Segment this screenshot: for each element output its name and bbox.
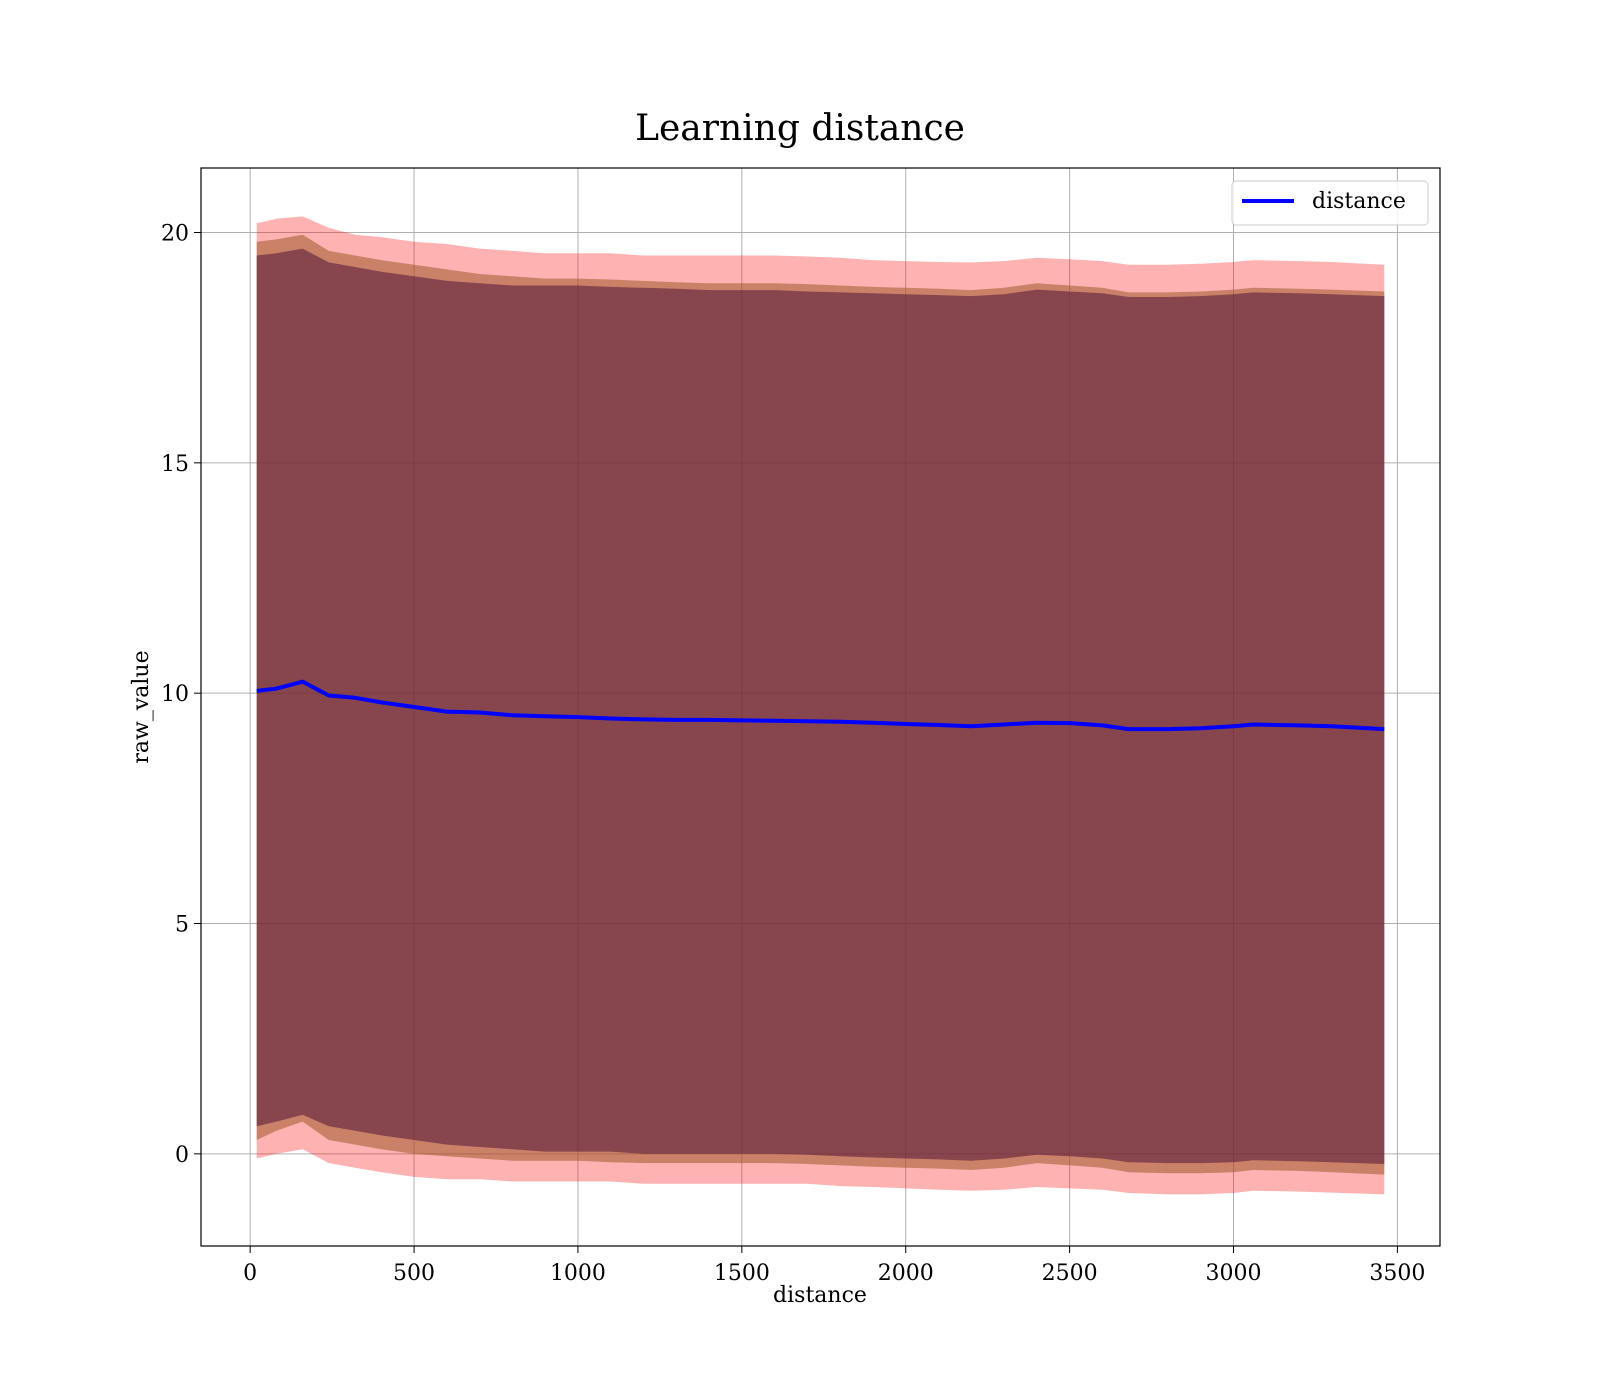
y-axis-ticks: 0 5 10 15 20 [161, 221, 201, 1168]
x-tick-label: 1000 [550, 1261, 606, 1286]
series-lines [256, 679, 1385, 732]
x-tick-label: 2000 [878, 1261, 934, 1286]
plot-frame [200, 167, 1441, 1247]
x-axis-label: distance [773, 1283, 867, 1308]
chart-title: Learning distance [635, 108, 965, 149]
y-tick-label: 0 [175, 1143, 189, 1168]
x-tick-label: 3000 [1206, 1261, 1262, 1286]
x-tick-label: 1500 [714, 1261, 770, 1286]
legend-box [1231, 180, 1429, 226]
band-inner [256, 248, 1385, 1165]
series-line-distance [256, 679, 1385, 732]
x-axis-ticks: 0 500 1000 1500 2000 2500 3000 3500 [243, 1246, 1425, 1286]
y-tick-label: 20 [161, 221, 189, 246]
y-axis-label: raw_value [129, 650, 154, 763]
legend-label: distance [1312, 189, 1406, 214]
confidence-bands [256, 216, 1385, 1195]
legend: distance [1231, 180, 1429, 226]
x-tick-label: 0 [243, 1261, 257, 1286]
y-tick-label: 10 [161, 682, 189, 707]
x-tick-label: 500 [393, 1261, 435, 1286]
x-tick-label: 3500 [1369, 1261, 1425, 1286]
y-tick-label: 5 [175, 913, 189, 938]
y-tick-label: 15 [161, 452, 189, 477]
x-tick-label: 2500 [1042, 1261, 1098, 1286]
